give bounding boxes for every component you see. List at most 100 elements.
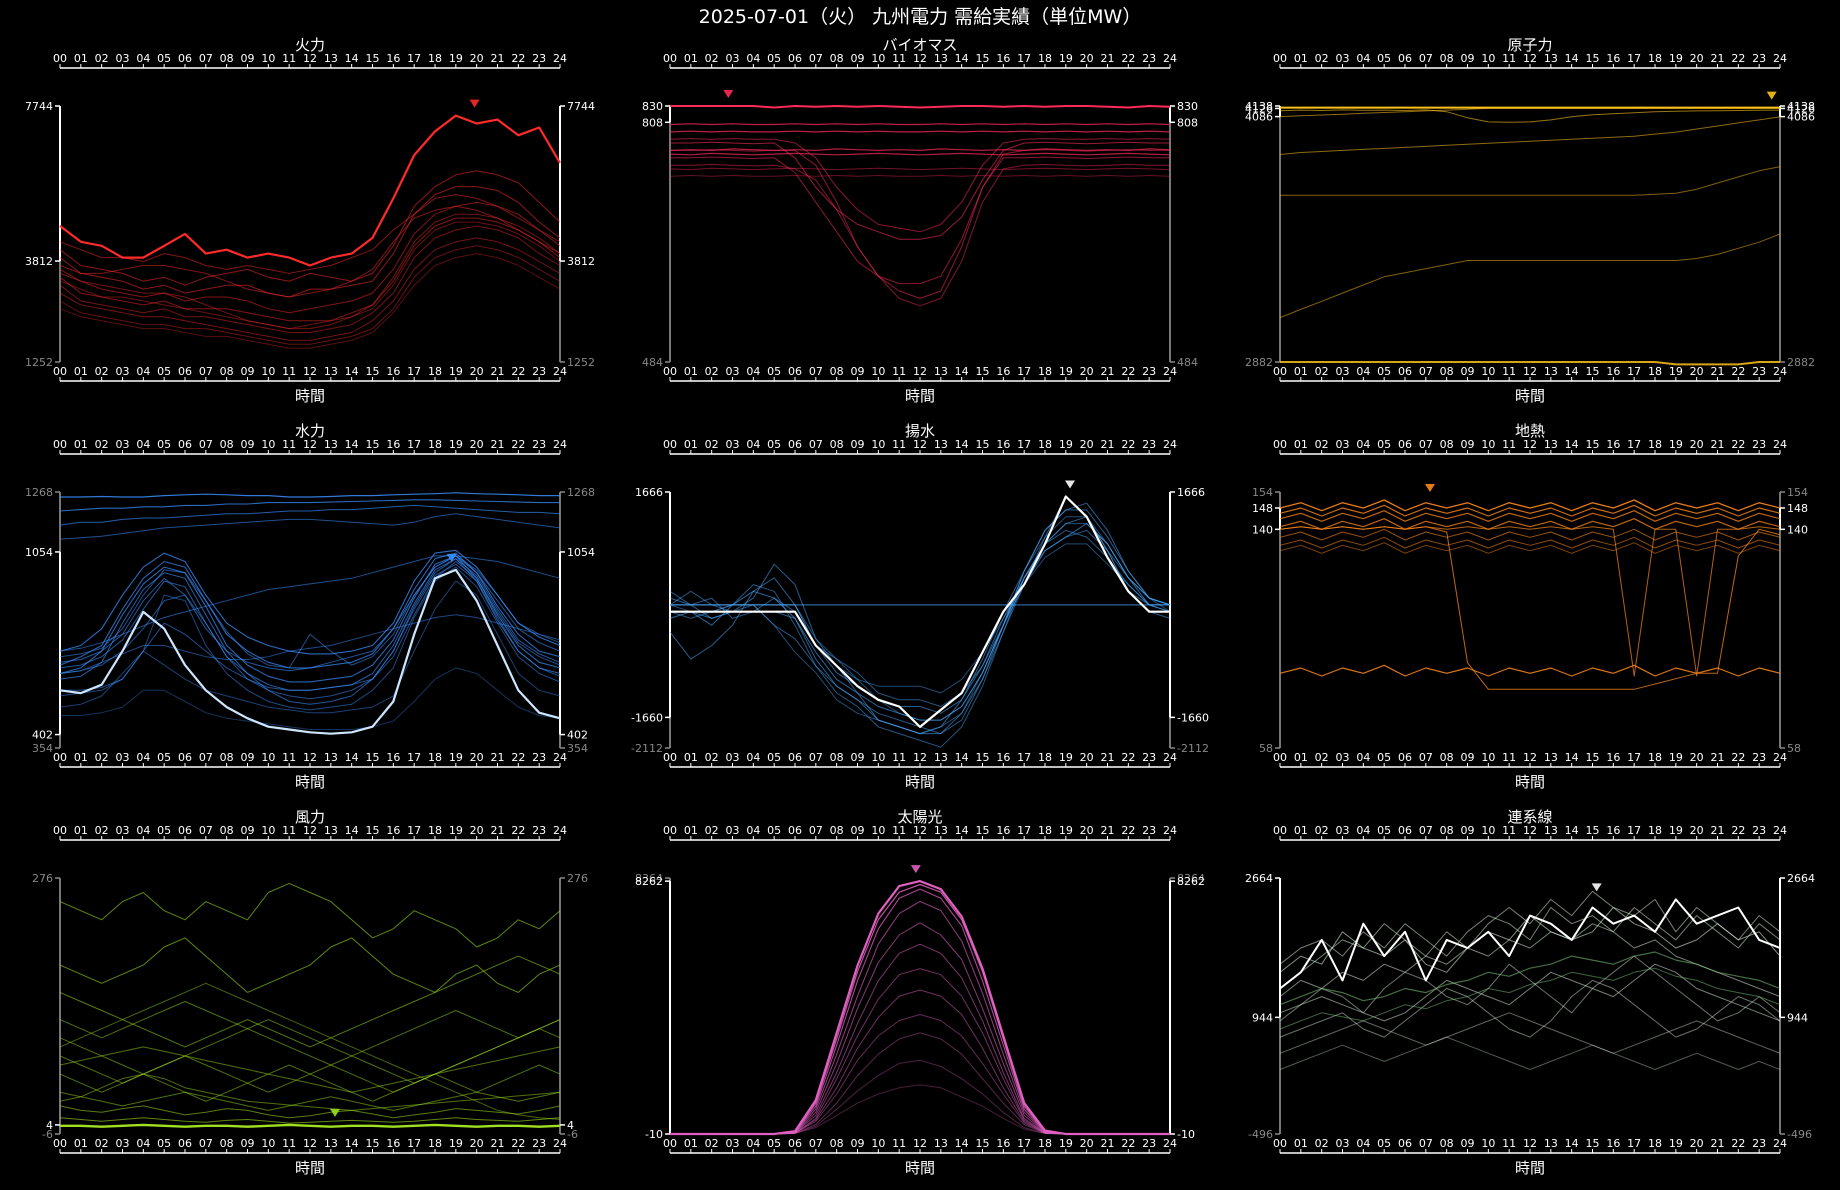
x-tick-label: 04 [136, 365, 150, 378]
x-tick-label: 00 [1273, 1137, 1287, 1150]
x-tick-label: 17 [407, 751, 421, 764]
x-tick-label: 24 [1773, 1137, 1787, 1150]
y-tick-label: 1054 [567, 546, 595, 559]
x-tick-label: 20 [1690, 365, 1704, 378]
y-tick-label: -6 [567, 1128, 578, 1141]
x-tick-label: 23 [1752, 52, 1766, 65]
y-tick-label: 58 [1259, 742, 1273, 755]
x-tick-label: 01 [1294, 824, 1308, 837]
x-tick-label: 18 [428, 52, 442, 65]
series-line-today [1279, 898, 1781, 990]
x-tick-label: 17 [1017, 751, 1031, 764]
x-tick-label: 24 [1773, 751, 1787, 764]
x-tick-label: 05 [767, 1137, 781, 1150]
y-tick-label: 1252 [25, 356, 53, 369]
x-tick-label: 00 [1273, 365, 1287, 378]
series-line [1279, 504, 1781, 517]
y-tick-label: 148 [1787, 502, 1808, 515]
x-tick-label: 24 [1163, 365, 1177, 378]
x-tick-label: 13 [1544, 824, 1558, 837]
x-tick-label: 04 [746, 751, 760, 764]
x-tick-label: 16 [996, 365, 1010, 378]
series-line [59, 1105, 561, 1119]
series-line [1279, 233, 1781, 319]
chart-title: 水力 [295, 422, 325, 440]
series-line [59, 186, 561, 298]
x-axis-label: 時間 [905, 773, 935, 791]
x-tick-label: 14 [345, 824, 359, 837]
x-tick-label: 01 [74, 438, 88, 451]
x-tick-label: 18 [1648, 1137, 1662, 1150]
x-tick-label: 13 [1544, 365, 1558, 378]
x-tick-label: 03 [726, 52, 740, 65]
x-tick-label: 22 [1731, 751, 1745, 764]
series-line [669, 175, 1171, 177]
x-tick-label: 04 [746, 824, 760, 837]
x-tick-label: 11 [892, 438, 906, 451]
x-tick-label: 24 [1163, 1137, 1177, 1150]
y-tick-label: -1660 [1177, 711, 1209, 724]
x-tick-label: 12 [913, 365, 927, 378]
x-tick-label: 00 [53, 824, 67, 837]
x-tick-label: 17 [407, 52, 421, 65]
y-tick-label: 830 [642, 100, 663, 113]
x-tick-label: 09 [1461, 824, 1475, 837]
series-line [669, 529, 1171, 707]
x-tick-label: 24 [1773, 438, 1787, 451]
x-tick-label: 22 [1731, 1137, 1745, 1150]
x-tick-label: 10 [261, 365, 275, 378]
x-tick-label: 08 [1440, 1137, 1454, 1150]
series-line [669, 130, 1171, 133]
x-tick-label: 12 [1523, 365, 1537, 378]
x-tick-label: 23 [1752, 751, 1766, 764]
x-tick-label: 22 [511, 824, 525, 837]
x-tick-label: 17 [1017, 365, 1031, 378]
x-tick-label: 24 [1163, 824, 1177, 837]
x-tick-label: 23 [1752, 438, 1766, 451]
x-tick-label: 17 [1627, 1137, 1641, 1150]
x-tick-label: 23 [532, 824, 546, 837]
x-tick-label: 21 [1711, 365, 1725, 378]
y-tick-label: 2882 [1245, 356, 1273, 369]
y-tick-label: 354 [32, 742, 53, 755]
x-tick-label: 00 [663, 52, 677, 65]
series-line [670, 1059, 1170, 1135]
x-axis-label: 時間 [905, 1159, 935, 1177]
x-tick-label: 14 [1565, 824, 1579, 837]
x-tick-label: 11 [892, 52, 906, 65]
x-tick-label: 15 [366, 824, 380, 837]
x-tick-label: 02 [705, 751, 719, 764]
x-tick-label: 16 [996, 438, 1010, 451]
series-line [59, 555, 561, 669]
x-tick-label: 18 [1648, 824, 1662, 837]
y-tick-label: -1660 [631, 711, 663, 724]
x-tick-label: 10 [1481, 438, 1495, 451]
x-tick-label: 06 [788, 824, 802, 837]
x-tick-label: 04 [136, 438, 150, 451]
series-line [670, 1084, 1170, 1135]
y-tick-label: 276 [567, 872, 588, 885]
series-line [59, 982, 561, 1120]
x-tick-label: 18 [1648, 751, 1662, 764]
x-tick-label: 20 [1690, 1137, 1704, 1150]
x-tick-label: 07 [199, 751, 213, 764]
x-tick-label: 22 [511, 52, 525, 65]
x-tick-label: 11 [282, 52, 296, 65]
y-tick-label: 484 [1177, 356, 1198, 369]
x-tick-label: 10 [1481, 365, 1495, 378]
x-tick-label: 01 [684, 438, 698, 451]
x-tick-label: 09 [1461, 365, 1475, 378]
x-tick-label: 03 [116, 438, 130, 451]
x-tick-label: 20 [470, 1137, 484, 1150]
y-tick-label: 1268 [567, 486, 595, 499]
x-tick-label: 23 [1142, 751, 1156, 764]
x-tick-label: 22 [511, 751, 525, 764]
x-tick-label: 15 [366, 52, 380, 65]
x-tick-label: 19 [1059, 438, 1073, 451]
chart-title: 火力 [295, 36, 325, 54]
x-tick-label: 10 [871, 751, 885, 764]
series-line [59, 561, 561, 700]
x-tick-label: 18 [428, 751, 442, 764]
x-tick-label: 17 [1017, 1137, 1031, 1150]
series-line [59, 253, 561, 349]
